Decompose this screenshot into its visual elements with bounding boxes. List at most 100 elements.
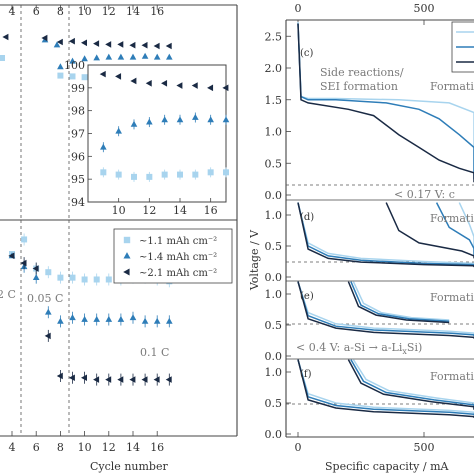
- voltage-curve-c: [297, 23, 474, 180]
- left-bottom-marker: [45, 269, 52, 276]
- voltage-curves: [297, 21, 474, 418]
- left-top-marker: [0, 55, 5, 61]
- inset-marker: [131, 173, 137, 180]
- voltage-curve-d: [435, 202, 474, 256]
- inset-marker: [115, 171, 122, 178]
- left-bottom-tick-label: 16: [150, 441, 164, 454]
- rate-label-2c: 2 C: [0, 288, 16, 301]
- left-bottom-marker: [81, 276, 88, 283]
- left-top-tick-label: 6: [33, 5, 40, 18]
- legend-marker: [123, 236, 131, 244]
- x-axis-label-capacity: Specific capacity / mA: [325, 460, 450, 473]
- inset-y-tick-label: 94: [71, 196, 85, 209]
- voltage-curve-f: [352, 359, 474, 407]
- voltage-curve-e: [297, 281, 474, 339]
- left-bottom-marker: [153, 317, 161, 324]
- inset-marker: [191, 82, 198, 89]
- left-bottom-tick-label: 4: [9, 441, 16, 454]
- left-top-marker: [141, 52, 149, 59]
- panel-c-y-tick-label: 0.5: [265, 157, 283, 170]
- inset-marker: [161, 116, 168, 123]
- inset-frame: [87, 64, 227, 203]
- inset-x-tick-label: 14: [173, 204, 187, 217]
- inset-x-tick-label: 16: [204, 204, 218, 217]
- voltage-curve-d: [297, 202, 474, 265]
- legend-label: ~2.1 mAh cm⁻²: [139, 268, 217, 279]
- left-top-x-ticks: 4 6 8 10 12 14 16: [9, 5, 164, 18]
- left-bottom-marker: [20, 259, 27, 267]
- legend: ~1.1 mAh cm⁻² ~1.4 mAh cm⁻² ~2.1 mAh cm⁻²: [113, 228, 233, 284]
- left-top-marker: [2, 33, 9, 41]
- left-top-marker: [56, 38, 63, 46]
- panel-label-c: (c): [300, 48, 314, 59]
- left-top-marker: [41, 34, 48, 42]
- left-bottom-marker: [166, 317, 173, 324]
- left-top-marker: [141, 41, 148, 49]
- voltage-curve-d: [385, 202, 474, 259]
- left-top-marker: [57, 72, 64, 79]
- right-bottom-tick-label: 0: [295, 441, 302, 454]
- inset-marker: [130, 77, 137, 85]
- panel-label-e: (e): [300, 291, 314, 302]
- annotation-sei-formation: SEI formation: [320, 80, 398, 93]
- inset-y-tick-label: 99: [71, 82, 85, 95]
- legend-marker: [123, 252, 131, 259]
- left-bottom-marker: [32, 274, 40, 281]
- inset-marker: [207, 116, 214, 123]
- annotation-formation-c: Formatio: [430, 80, 474, 93]
- inset-marker: [192, 113, 199, 120]
- legend-label: ~1.4 mAh cm⁻²: [139, 252, 217, 263]
- left-bottom-marker: [44, 332, 51, 340]
- voltage-curve-e: [350, 281, 450, 323]
- rate-label-01c: 0.1 C: [140, 346, 169, 359]
- left-top-tick-label: 10: [78, 5, 92, 18]
- left-top-marker: [69, 73, 76, 80]
- left-bottom-marker: [141, 376, 148, 383]
- panel-label-d: (d): [300, 212, 314, 223]
- left-top-marker: [81, 74, 88, 81]
- right-top-x-ticks: 05001000: [295, 2, 435, 25]
- right-top-tick-label: 500: [414, 2, 435, 15]
- voltage-curve-e: [347, 281, 450, 324]
- left-bottom-tick-label: 14: [126, 441, 140, 454]
- right-panels: 05001000 0.00.51.01.52.02.5 0.00.51.00.0…: [248, 2, 474, 473]
- left-bottom-marker: [153, 376, 160, 383]
- left-top-marker: [166, 53, 173, 60]
- left-bottom-marker: [117, 315, 125, 322]
- inset-x-tick-label: 12: [142, 204, 156, 217]
- left-top-marker: [53, 41, 61, 48]
- left-bottom-marker: [105, 276, 112, 283]
- legend-label: ~1.1 mAh cm⁻²: [139, 236, 217, 247]
- left-bottom-marker: [141, 317, 149, 324]
- left-bottom-marker: [105, 376, 112, 383]
- voltage-curve-c: [297, 23, 474, 183]
- left-top-marker: [117, 53, 125, 60]
- legend-box: [113, 228, 233, 284]
- left-top-marker: [165, 42, 172, 50]
- inset-marker: [146, 118, 153, 125]
- subpanel-y-tick-label: 0.5: [265, 240, 283, 253]
- inset-marker: [222, 84, 229, 92]
- inset-marker: [146, 173, 153, 180]
- inset-marker: [115, 127, 122, 134]
- left-bottom-marker: [69, 314, 76, 321]
- left-bottom-tick-label: 10: [78, 441, 92, 454]
- left-top-marker: [93, 54, 100, 61]
- right-legend-fragment: [451, 21, 474, 73]
- left-top-marker: [93, 40, 100, 47]
- legend-marker: [123, 268, 130, 276]
- voltage-curve-e: [352, 281, 450, 321]
- inset-y-tick-label: 98: [71, 105, 85, 118]
- left-bottom-panel: 4 6 8 10 12 14 16 2 C 0.05 C 0.1 C Cycle numbe…: [0, 220, 238, 473]
- inset-marker: [130, 120, 138, 127]
- left-top-marker: [105, 53, 113, 60]
- left-bottom-marker: [57, 317, 64, 324]
- panel-c-y-ticks: 0.0 0.5 1.0 1.5 2.0 2.5: [265, 30, 291, 202]
- x-axis-label-cycle: Cycle number: [90, 460, 168, 473]
- inset-marker: [161, 171, 168, 178]
- voltage-curve-f: [350, 359, 474, 409]
- voltage-curve-e: [297, 281, 474, 337]
- left-bottom-marker: [8, 252, 15, 260]
- panel-label-f: (f): [300, 369, 312, 380]
